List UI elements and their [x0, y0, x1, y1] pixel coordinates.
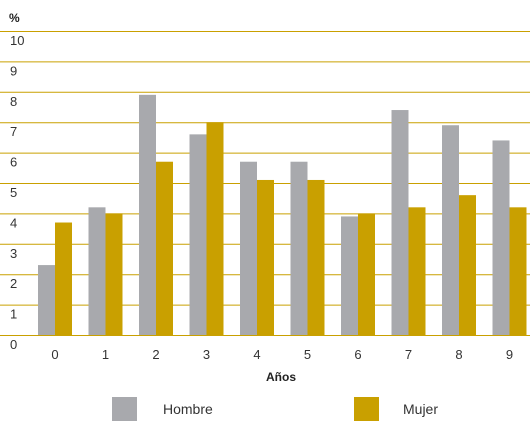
- x-axis-label: Años: [266, 370, 296, 384]
- legend: Hombre Mujer: [112, 397, 438, 421]
- legend-swatch-mujer: [354, 397, 379, 421]
- legend-swatch-hombre: [112, 397, 137, 421]
- bar-mujer-6: [358, 213, 375, 335]
- x-tick-label: 5: [304, 347, 311, 362]
- bar-mujer-1: [105, 213, 123, 335]
- bar-hombre-4: [240, 161, 257, 335]
- x-tick-label: 7: [405, 347, 412, 362]
- bar-hombre-1: [88, 207, 106, 335]
- x-tick-labels: 0 1 2 3 4 5 6 7 8 9: [51, 347, 513, 362]
- legend-label-mujer: Mujer: [403, 401, 438, 417]
- y-tick-label: 3: [10, 246, 17, 261]
- bar-mujer-9: [509, 207, 527, 335]
- y-tick-label: 2: [10, 276, 17, 291]
- y-tick-label: 4: [10, 215, 17, 230]
- bar-mujer-3: [206, 122, 224, 335]
- bar-mujer-2: [156, 161, 173, 335]
- bar-hombre-2: [139, 94, 156, 335]
- y-tick-label: 1: [10, 307, 17, 322]
- bar-mujer-0: [55, 222, 72, 335]
- y-unit-label: %: [9, 11, 20, 25]
- bar-mujer-4: [257, 179, 274, 335]
- bar-hombre-7: [391, 110, 409, 335]
- y-tick-label: 6: [10, 155, 17, 170]
- y-tick-label: 8: [10, 94, 17, 109]
- y-tick-label: 5: [10, 185, 17, 200]
- legend-label-hombre: Hombre: [163, 401, 213, 417]
- bar-hombre-6: [341, 216, 358, 335]
- y-tick-label: 10: [10, 33, 24, 48]
- y-tick-label: 9: [10, 63, 17, 78]
- bar-mujer-8: [459, 195, 476, 335]
- x-tick-label: 4: [253, 347, 260, 362]
- bar-mujer-5: [307, 179, 325, 335]
- bar-hombre-8: [442, 125, 459, 336]
- y-tick-label: 7: [10, 124, 17, 139]
- bar-mujer-7: [408, 207, 426, 335]
- bar-hombre-9: [492, 140, 510, 335]
- y-tick-label: 0: [10, 337, 17, 352]
- bar-hombre-5: [290, 161, 308, 335]
- bar-hombre-0: [38, 265, 55, 335]
- x-tick-label: 3: [203, 347, 210, 362]
- x-tick-label: 8: [455, 347, 462, 362]
- x-tick-label: 6: [354, 347, 361, 362]
- y-tick-labels: 0 1 2 3 4 5 6 7 8 9 10: [10, 33, 24, 352]
- bar-hombre-3: [189, 134, 207, 335]
- bars: [38, 94, 527, 336]
- x-tick-label: 1: [102, 347, 109, 362]
- x-tick-label: 2: [152, 347, 159, 362]
- x-tick-label: 0: [51, 347, 58, 362]
- x-tick-label: 9: [506, 347, 513, 362]
